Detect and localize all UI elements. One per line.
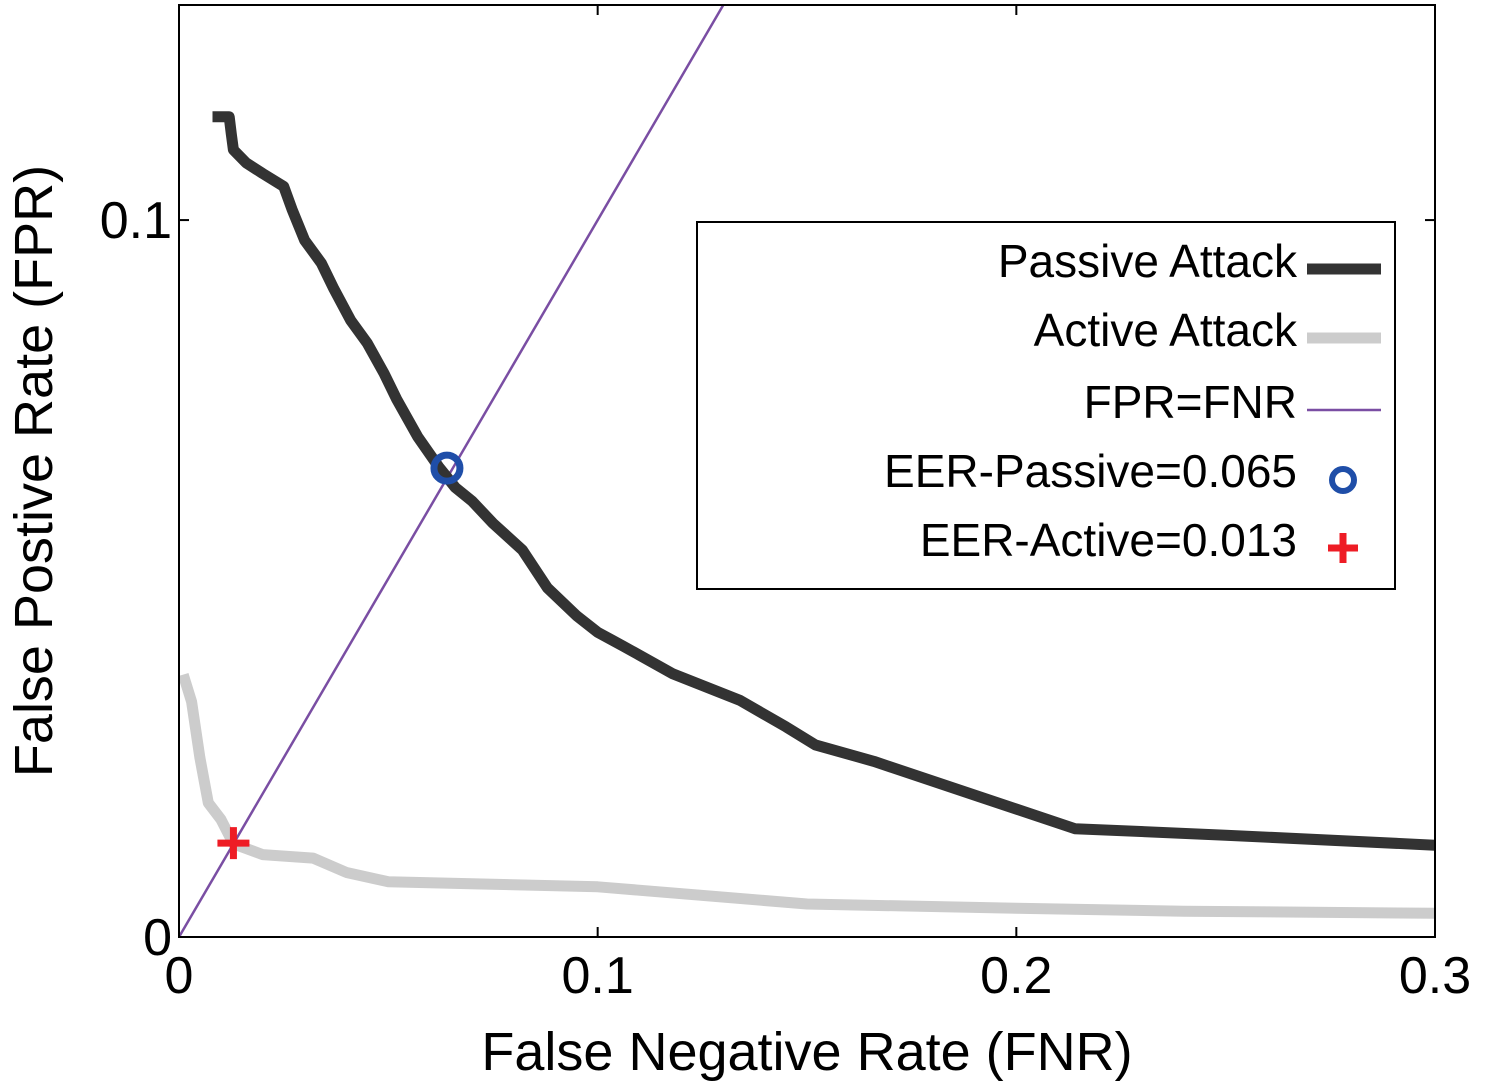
legend-label: Active Attack: [1034, 304, 1298, 356]
series-line-fpr-fnr: [179, 5, 725, 937]
tick-layer: 0 0.1 0.2 0.3 0 0.1: [100, 5, 1471, 1005]
legend-items: Passive Attack Active Attack FPR=FNR EER-Pa…: [884, 235, 1381, 566]
marker-layer: [217, 451, 464, 860]
legend-label: Passive Attack: [998, 235, 1298, 287]
y-tick-label: 0.1: [100, 192, 172, 250]
legend-label: FPR=FNR: [1084, 376, 1297, 428]
x-tick-label: 0: [165, 947, 194, 1005]
legend-swatch-circle: [1329, 466, 1357, 494]
legend: Passive Attack Active Attack FPR=FNR EER-Pa…: [696, 221, 1396, 590]
legend-label: EER-Passive=0.065: [884, 445, 1297, 497]
y-tick-label: 0: [143, 909, 172, 967]
x-tick-label: 0.2: [980, 947, 1052, 1005]
series-layer: [179, 5, 1435, 937]
series-line-active-attack: [179, 672, 1435, 919]
x-tick-label: 0.3: [1399, 947, 1471, 1005]
eer-passive-marker: [430, 451, 464, 485]
legend-swatch-plus: [1328, 533, 1358, 563]
legend-box: [696, 221, 1396, 590]
series-line-passive-attack: [212, 111, 1435, 851]
plot-frame: [178, 4, 1436, 938]
eer-active-marker: [217, 827, 250, 860]
legend-label: EER-Active=0.013: [920, 514, 1297, 566]
x-tick-label: 0.1: [562, 947, 634, 1005]
x-axis-label: False Negative Rate (FNR): [481, 1022, 1132, 1082]
y-axis-label: False Postive Rate (FPR): [4, 165, 64, 777]
